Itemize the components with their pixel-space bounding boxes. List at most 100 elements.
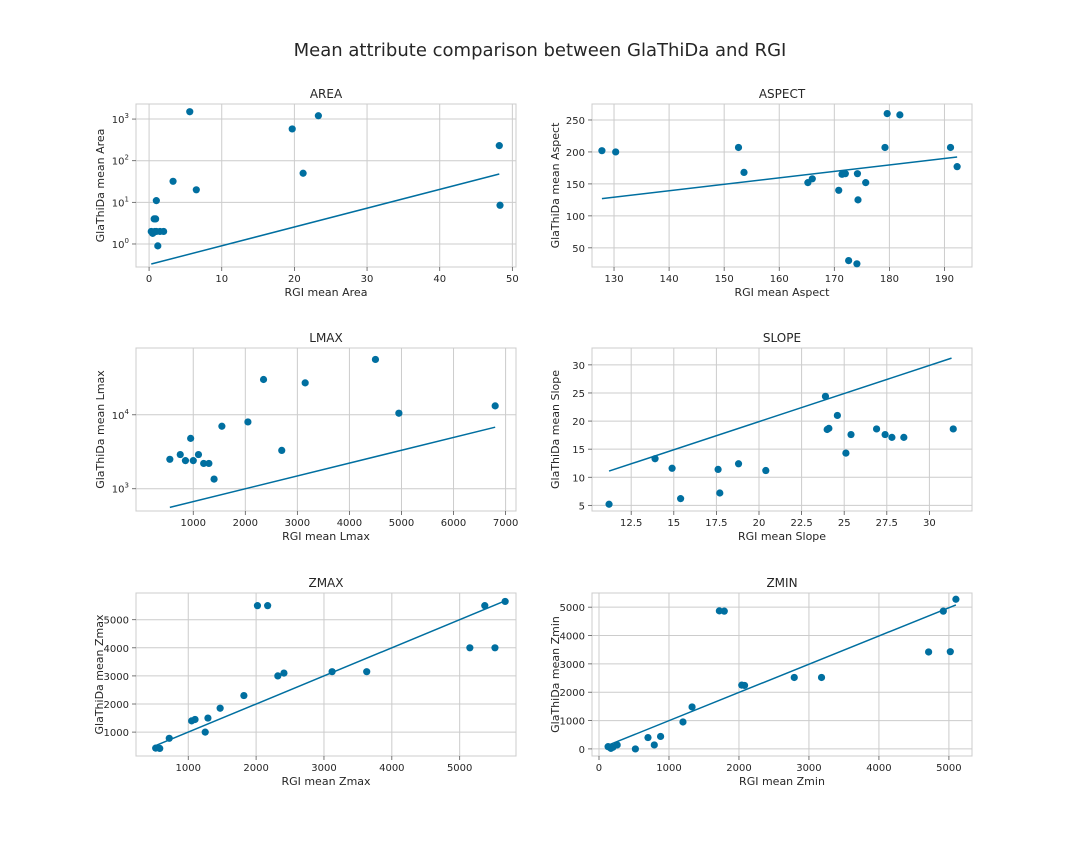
x-tick-label: 15 [667,518,680,529]
fit-line [151,173,500,265]
x-tick-label: 170 [825,274,844,285]
data-point [845,257,853,265]
y-axis-label: GlaThiDa mean Lmax [94,370,107,489]
data-point [240,691,248,700]
subplot-lmax: 1000 2000 3000 4000 5000 6000 7000 103 104 LMAX RG… [94,331,518,543]
fit-line [169,426,496,509]
axes-frame [135,592,517,757]
y-tick-label: 20 [572,417,585,428]
y-tick-label: 100 [566,212,585,223]
y-tick-label: 15 [572,445,585,456]
y-tick-label: 101 [112,195,129,209]
data-point [189,457,197,465]
x-tick-label: 7000 [493,518,518,529]
x-tick-label: 3000 [311,763,336,774]
y-axis-label: GlaThiDa mean Slope [549,370,562,489]
x-axis-label: RGI mean Area [285,286,368,299]
subplot-title: SLOPE [763,331,801,345]
x-tick-label: 1000 [181,518,206,529]
subplot-zmax: 1000 2000 3000 4000 5000 1000 2000 3000 4000 5000… [93,576,517,788]
data-point [598,147,606,155]
data-point [853,170,862,178]
y-tick-label: 5000 [560,603,585,614]
data-point [166,455,174,463]
data-point [192,186,200,194]
data-point [187,434,195,442]
data-point [244,418,252,426]
y-tick-label: 1000 [104,728,129,739]
axes-frame [591,347,973,512]
data-point [204,714,212,722]
y-tick-label: 25 [572,389,585,400]
data-point [481,602,489,610]
y-tick-label: 103 [112,112,129,126]
x-tick-label: 12.5 [620,518,642,529]
y-tick-label: 5000 [104,616,129,627]
fit-line [601,156,958,200]
data-point [881,430,889,439]
y-tick-label: 103 [112,482,129,496]
x-axis-label: RGI mean Aspect [735,286,831,299]
data-point [925,648,933,656]
x-tick-label: 3000 [796,763,821,774]
data-point [328,668,336,676]
subplot-title: AREA [310,87,343,101]
x-tick-label: 0 [596,763,602,774]
data-point [205,459,213,468]
x-axis-label: RGI mean Zmin [739,775,825,788]
data-point [952,595,960,603]
x-tick-label: 4000 [866,763,891,774]
data-point [495,142,503,150]
fit-line [608,357,952,472]
data-point [881,143,889,152]
subplot-title: LMAX [309,331,342,345]
x-tick-label: 0 [146,274,152,285]
data-point [946,648,954,656]
data-point [790,673,798,682]
subplot-title: ZMAX [308,576,343,590]
x-tick-label: 40 [433,274,446,285]
y-tick-label: 30 [572,361,585,372]
data-point [668,464,676,472]
data-point [841,170,849,178]
data-point [650,741,658,749]
y-tick-label: 1000 [560,717,585,728]
data-point [299,169,307,177]
data-point [939,607,947,615]
data-point [363,668,371,676]
subplot-area: 0 10 20 30 40 50 100 101 102 103 AREA RGI mean Area… [94,87,519,299]
y-axis-label: GlaThiDa mean Zmin [549,616,562,733]
x-tick-label: 5000 [389,518,414,529]
x-tick-label: 3000 [285,518,310,529]
data-point [181,457,190,465]
data-point [862,179,870,187]
data-point [160,227,168,236]
x-tick-label: 30 [361,274,374,285]
data-point [740,168,748,176]
y-tick-label: 50 [572,244,585,255]
x-tick-label: 6000 [441,518,466,529]
data-point [656,732,665,741]
data-point [288,125,296,133]
y-tick-label: 2000 [560,688,585,699]
x-tick-label: 4000 [379,763,404,774]
data-point [154,242,162,250]
x-tick-label: 27.5 [876,518,898,529]
x-tick-label: 20 [753,518,766,529]
data-point [605,500,613,508]
y-tick-label: 104 [112,408,130,422]
y-tick-label: 2000 [104,700,129,711]
data-point [734,460,743,468]
data-point [395,409,403,417]
data-point [491,644,499,652]
data-point [900,433,908,441]
x-tick-label: 5000 [936,763,961,774]
data-point [847,430,855,439]
data-point [821,392,830,400]
x-tick-label: 2000 [243,763,268,774]
y-tick-label: 150 [566,180,585,191]
data-point [679,718,687,726]
data-point [716,489,724,497]
data-point [152,197,160,205]
